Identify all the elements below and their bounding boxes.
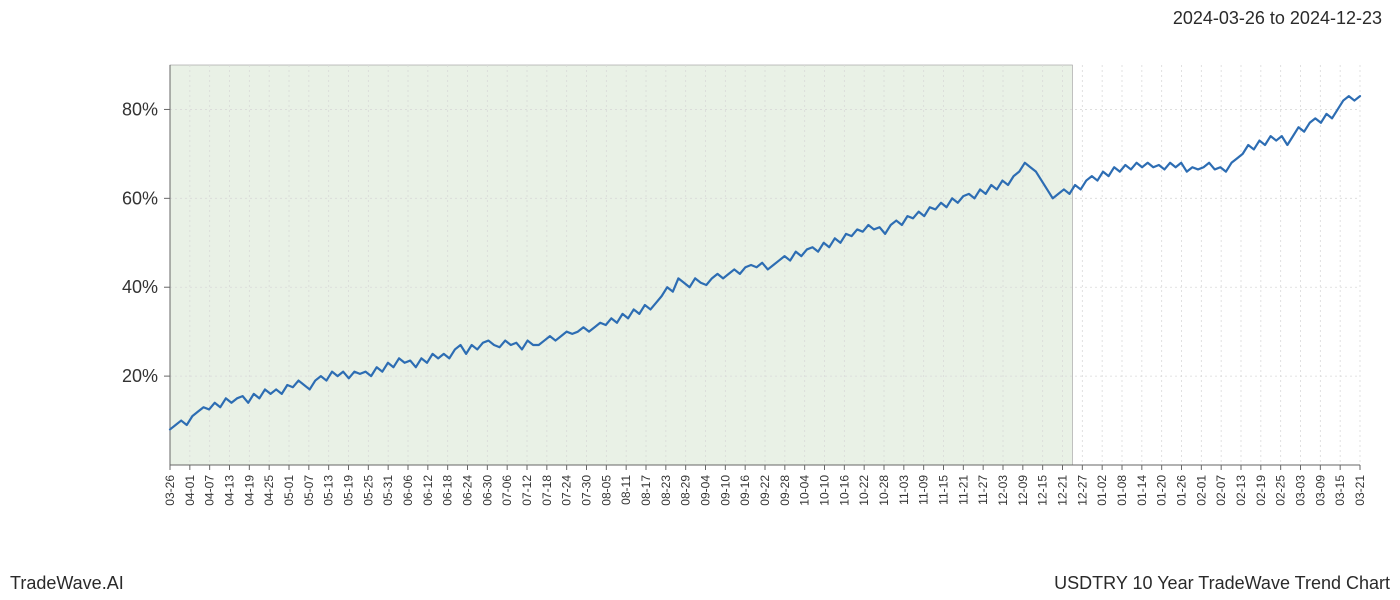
svg-text:07-24: 07-24 — [560, 475, 574, 506]
svg-text:12-15: 12-15 — [1036, 475, 1050, 506]
svg-text:06-06: 06-06 — [401, 475, 415, 506]
svg-text:05-31: 05-31 — [381, 475, 395, 506]
svg-text:03-26: 03-26 — [163, 475, 177, 506]
svg-text:11-15: 11-15 — [937, 475, 951, 505]
svg-text:12-27: 12-27 — [1075, 475, 1089, 506]
svg-text:07-06: 07-06 — [500, 475, 514, 506]
svg-text:10-16: 10-16 — [837, 475, 851, 506]
svg-text:05-01: 05-01 — [282, 475, 296, 506]
svg-text:01-14: 01-14 — [1135, 475, 1149, 506]
svg-text:04-13: 04-13 — [223, 475, 237, 506]
brand-label: TradeWave.AI — [10, 573, 124, 594]
chart-title: USDTRY 10 Year TradeWave Trend Chart — [1054, 573, 1390, 594]
svg-text:01-02: 01-02 — [1095, 475, 1109, 506]
svg-text:08-05: 08-05 — [599, 475, 613, 506]
chart-svg: 20% 40% 60% 80% 03-26 04-01 04-07 04-13 04-19 04-… — [0, 60, 1400, 540]
svg-text:09-04: 09-04 — [699, 475, 713, 506]
svg-text:08-11: 08-11 — [619, 475, 633, 505]
svg-text:03-09: 03-09 — [1313, 475, 1327, 506]
svg-text:05-19: 05-19 — [342, 475, 356, 506]
svg-text:07-30: 07-30 — [580, 475, 594, 506]
svg-text:20%: 20% — [122, 366, 158, 386]
svg-text:09-28: 09-28 — [778, 475, 792, 506]
svg-text:07-12: 07-12 — [520, 475, 534, 506]
date-range-label: 2024-03-26 to 2024-12-23 — [1173, 8, 1382, 29]
svg-text:04-07: 04-07 — [203, 475, 217, 506]
svg-text:06-18: 06-18 — [441, 475, 455, 506]
svg-text:08-29: 08-29 — [679, 475, 693, 506]
svg-text:02-19: 02-19 — [1254, 475, 1268, 506]
svg-text:09-22: 09-22 — [758, 475, 772, 506]
footer: TradeWave.AI USDTRY 10 Year TradeWave Tr… — [10, 573, 1390, 594]
trend-chart: 20% 40% 60% 80% 03-26 04-01 04-07 04-13 04-19 04-… — [0, 60, 1400, 540]
svg-text:12-21: 12-21 — [1056, 475, 1070, 506]
svg-text:02-01: 02-01 — [1194, 475, 1208, 506]
svg-text:03-21: 03-21 — [1353, 475, 1367, 506]
svg-text:11-21: 11-21 — [956, 475, 970, 505]
svg-text:12-03: 12-03 — [996, 475, 1010, 506]
svg-text:01-20: 01-20 — [1155, 475, 1169, 506]
svg-text:03-15: 03-15 — [1333, 475, 1347, 506]
svg-text:04-25: 04-25 — [262, 475, 276, 506]
svg-text:10-22: 10-22 — [857, 475, 871, 506]
svg-text:07-18: 07-18 — [540, 475, 554, 506]
svg-text:09-16: 09-16 — [738, 475, 752, 506]
svg-text:09-10: 09-10 — [718, 475, 732, 506]
svg-text:08-23: 08-23 — [659, 475, 673, 506]
svg-text:11-03: 11-03 — [897, 475, 911, 505]
svg-text:05-25: 05-25 — [361, 475, 375, 506]
svg-text:80%: 80% — [122, 99, 158, 119]
svg-text:40%: 40% — [122, 277, 158, 297]
svg-text:06-24: 06-24 — [461, 475, 475, 506]
svg-text:10-28: 10-28 — [877, 475, 891, 506]
svg-text:10-04: 10-04 — [798, 475, 812, 506]
svg-text:05-07: 05-07 — [302, 475, 316, 506]
svg-text:02-25: 02-25 — [1274, 475, 1288, 506]
svg-text:02-07: 02-07 — [1214, 475, 1228, 506]
svg-text:04-01: 04-01 — [183, 475, 197, 506]
svg-text:06-12: 06-12 — [421, 475, 435, 506]
svg-text:12-09: 12-09 — [1016, 475, 1030, 506]
svg-text:05-13: 05-13 — [322, 475, 336, 506]
svg-text:11-09: 11-09 — [917, 475, 931, 505]
svg-text:11-27: 11-27 — [976, 475, 990, 505]
svg-text:03-03: 03-03 — [1294, 475, 1308, 506]
svg-text:04-19: 04-19 — [242, 475, 256, 506]
svg-text:01-26: 01-26 — [1175, 475, 1189, 506]
svg-text:10-10: 10-10 — [818, 475, 832, 506]
svg-text:06-30: 06-30 — [480, 475, 494, 506]
svg-text:60%: 60% — [122, 188, 158, 208]
svg-text:01-08: 01-08 — [1115, 475, 1129, 506]
svg-text:02-13: 02-13 — [1234, 475, 1248, 506]
svg-text:08-17: 08-17 — [639, 475, 653, 506]
